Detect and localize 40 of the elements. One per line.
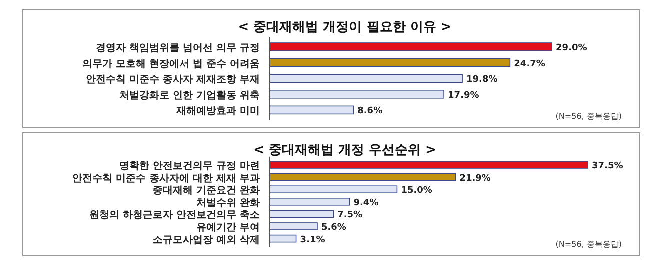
bar (270, 234, 297, 243)
bar (270, 210, 334, 218)
data-label: 19.8% (466, 75, 498, 86)
data-label: 3.1% (300, 235, 326, 246)
y-tick-label: 유예기간 부여 (196, 222, 260, 234)
y-tick-label: 원청의 하청근로자 안전보건의무 축소 (90, 210, 260, 222)
bar (270, 222, 318, 230)
bar (270, 74, 463, 83)
y-tick-label: 경영자 책임범위를 넘어선 의무 규정 (96, 43, 260, 54)
chart-title: < 중대재해법 개정이 필요한 이유 > (238, 20, 452, 35)
y-tick-label: 처벌강화로 인한 기업활동 위축 (120, 90, 260, 102)
y-tick-label: 안전수칙 미준수 종사자 제재조항 부재 (86, 74, 260, 86)
annotation: (N=56, 중복응답) (556, 240, 622, 249)
y-tick-label: 중대재해 기준요건 완화 (153, 186, 260, 197)
data-label: 29.0% (556, 44, 588, 54)
data-label: 15.0% (401, 186, 432, 196)
data-label: 9.4% (354, 198, 379, 208)
y-tick-label: 의무가 모호해 현장에서 법 준수 어려움 (82, 58, 260, 70)
data-label: 17.9% (448, 90, 480, 101)
y-tick-label: 안전수칙 미준수 종사자에 대한 제재 부과 (72, 173, 260, 184)
chart-title: < 중대재해법 개정 우선순위 > (254, 143, 436, 158)
bar (270, 186, 398, 194)
bar (270, 198, 350, 206)
bar (270, 42, 552, 52)
bar (270, 58, 511, 68)
data-label: 5.6% (321, 223, 346, 233)
y-tick-label: 재해예방효과 미미 (176, 106, 260, 118)
y-tick-label: 명확한 안전보건의무 규정 마련 (120, 161, 260, 172)
data-label: 24.7% (514, 59, 546, 70)
y-tick-label: 처벌수위 완화 (196, 198, 260, 209)
bar (270, 173, 456, 182)
bar (270, 90, 444, 99)
data-label: 37.5% (592, 162, 624, 172)
bar (270, 106, 354, 115)
data-label: 8.6% (358, 106, 383, 117)
data-label: 21.9% (460, 174, 491, 184)
y-tick-label: 소규모사업장 예외 삭제 (153, 234, 260, 246)
text: (N=56, 중복응답) (556, 112, 622, 121)
data-label: 7.5% (338, 210, 363, 221)
bar (270, 161, 588, 169)
